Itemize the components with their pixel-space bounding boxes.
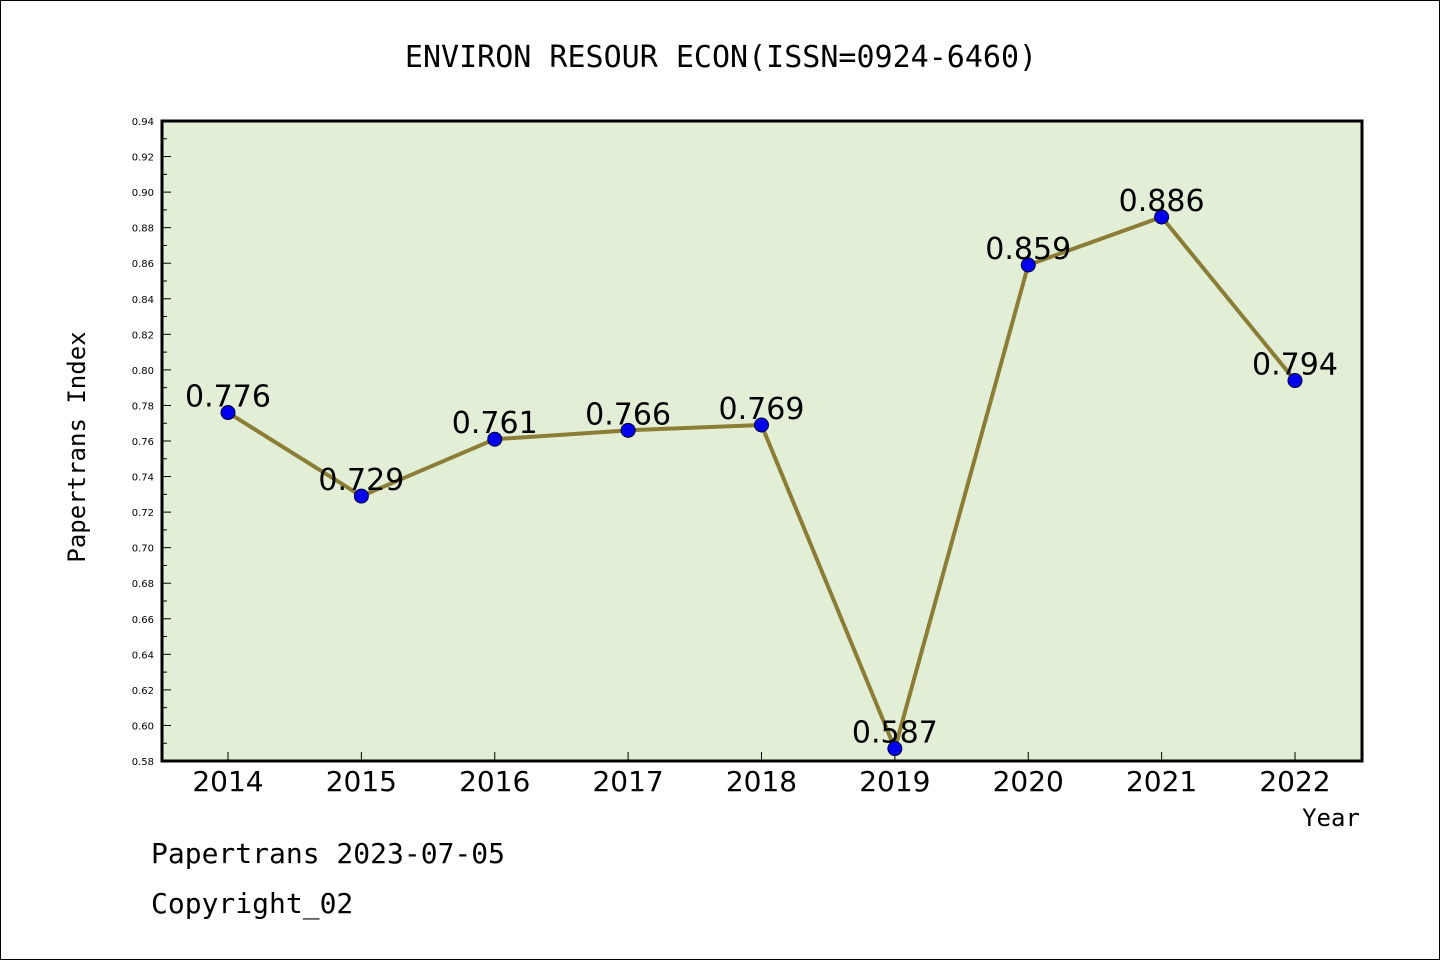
data-point xyxy=(887,741,903,757)
x-tick-label: 2014 xyxy=(192,765,263,798)
x-tick-label: 2015 xyxy=(326,765,397,798)
data-label: 0.859 xyxy=(985,232,1071,267)
y-tick-label: 0.94 xyxy=(132,117,154,128)
y-axis-label: Papertrans Index xyxy=(63,331,91,562)
y-tick-label: 0.58 xyxy=(132,757,154,768)
data-label: 0.766 xyxy=(585,397,671,432)
y-tick-label: 0.76 xyxy=(132,437,154,448)
data-point xyxy=(1287,373,1303,389)
y-tick-label: 0.70 xyxy=(132,544,154,555)
footer-date: Papertrans 2023-07-05 xyxy=(151,837,506,870)
x-axis-label: Year xyxy=(1302,804,1360,832)
y-tick-label: 0.74 xyxy=(132,473,154,484)
x-tick-label: 2016 xyxy=(459,765,530,798)
x-tick-label: 2020 xyxy=(993,765,1064,798)
y-tick-label: 0.68 xyxy=(132,579,154,590)
plot-area xyxy=(162,121,1362,761)
x-tick-label: 2021 xyxy=(1126,765,1197,798)
data-point xyxy=(487,431,503,447)
data-label: 0.794 xyxy=(1252,348,1338,383)
x-tick-label: 2022 xyxy=(1259,765,1330,798)
footer-copyright: Copyright_02 xyxy=(151,887,354,920)
data-label: 0.776 xyxy=(185,380,271,415)
y-tick-label: 0.80 xyxy=(132,366,154,377)
y-tick-label: 0.84 xyxy=(132,295,154,306)
data-point xyxy=(1154,209,1170,225)
y-tick-label: 0.62 xyxy=(132,686,154,697)
data-label: 0.886 xyxy=(1119,184,1205,219)
x-tick-label: 2019 xyxy=(859,765,930,798)
x-tick-label: 2018 xyxy=(726,765,797,798)
series: 0.776 0.729 0.761 0.766 0.769 0.587 0.859 0.886… xyxy=(185,184,1338,757)
y-tick-label: 0.86 xyxy=(132,259,154,270)
y-tick-label: 0.60 xyxy=(132,721,154,732)
y-tick-label: 0.66 xyxy=(132,615,154,626)
data-point xyxy=(754,417,769,433)
y-tick-label: 0.78 xyxy=(132,401,154,412)
y-tick-label: 0.82 xyxy=(132,330,154,341)
x-axis: 2014 2015 2016 2017 2018 2019 2020 2021 2022 xyxy=(192,752,1331,798)
plot-border xyxy=(160,119,1364,763)
data-point xyxy=(220,405,236,421)
y-tick-label: 0.72 xyxy=(132,508,154,519)
data-label: 0.587 xyxy=(852,716,938,751)
y-tick-label: 0.88 xyxy=(132,224,154,235)
y-tick-label: 0.90 xyxy=(132,188,154,199)
y-tick-label: 0.92 xyxy=(132,153,154,164)
data-label: 0.769 xyxy=(719,392,805,427)
chart-title: ENVIRON RESOUR ECON(ISSN=0924-6460) xyxy=(405,40,1037,75)
data-label: 0.729 xyxy=(318,463,404,498)
y-tick-label: 0.64 xyxy=(132,650,154,661)
x-tick-label: 2017 xyxy=(592,765,663,798)
data-point xyxy=(620,422,636,438)
data-point xyxy=(353,488,369,504)
data-label: 0.761 xyxy=(452,406,538,441)
data-point xyxy=(1020,257,1036,273)
